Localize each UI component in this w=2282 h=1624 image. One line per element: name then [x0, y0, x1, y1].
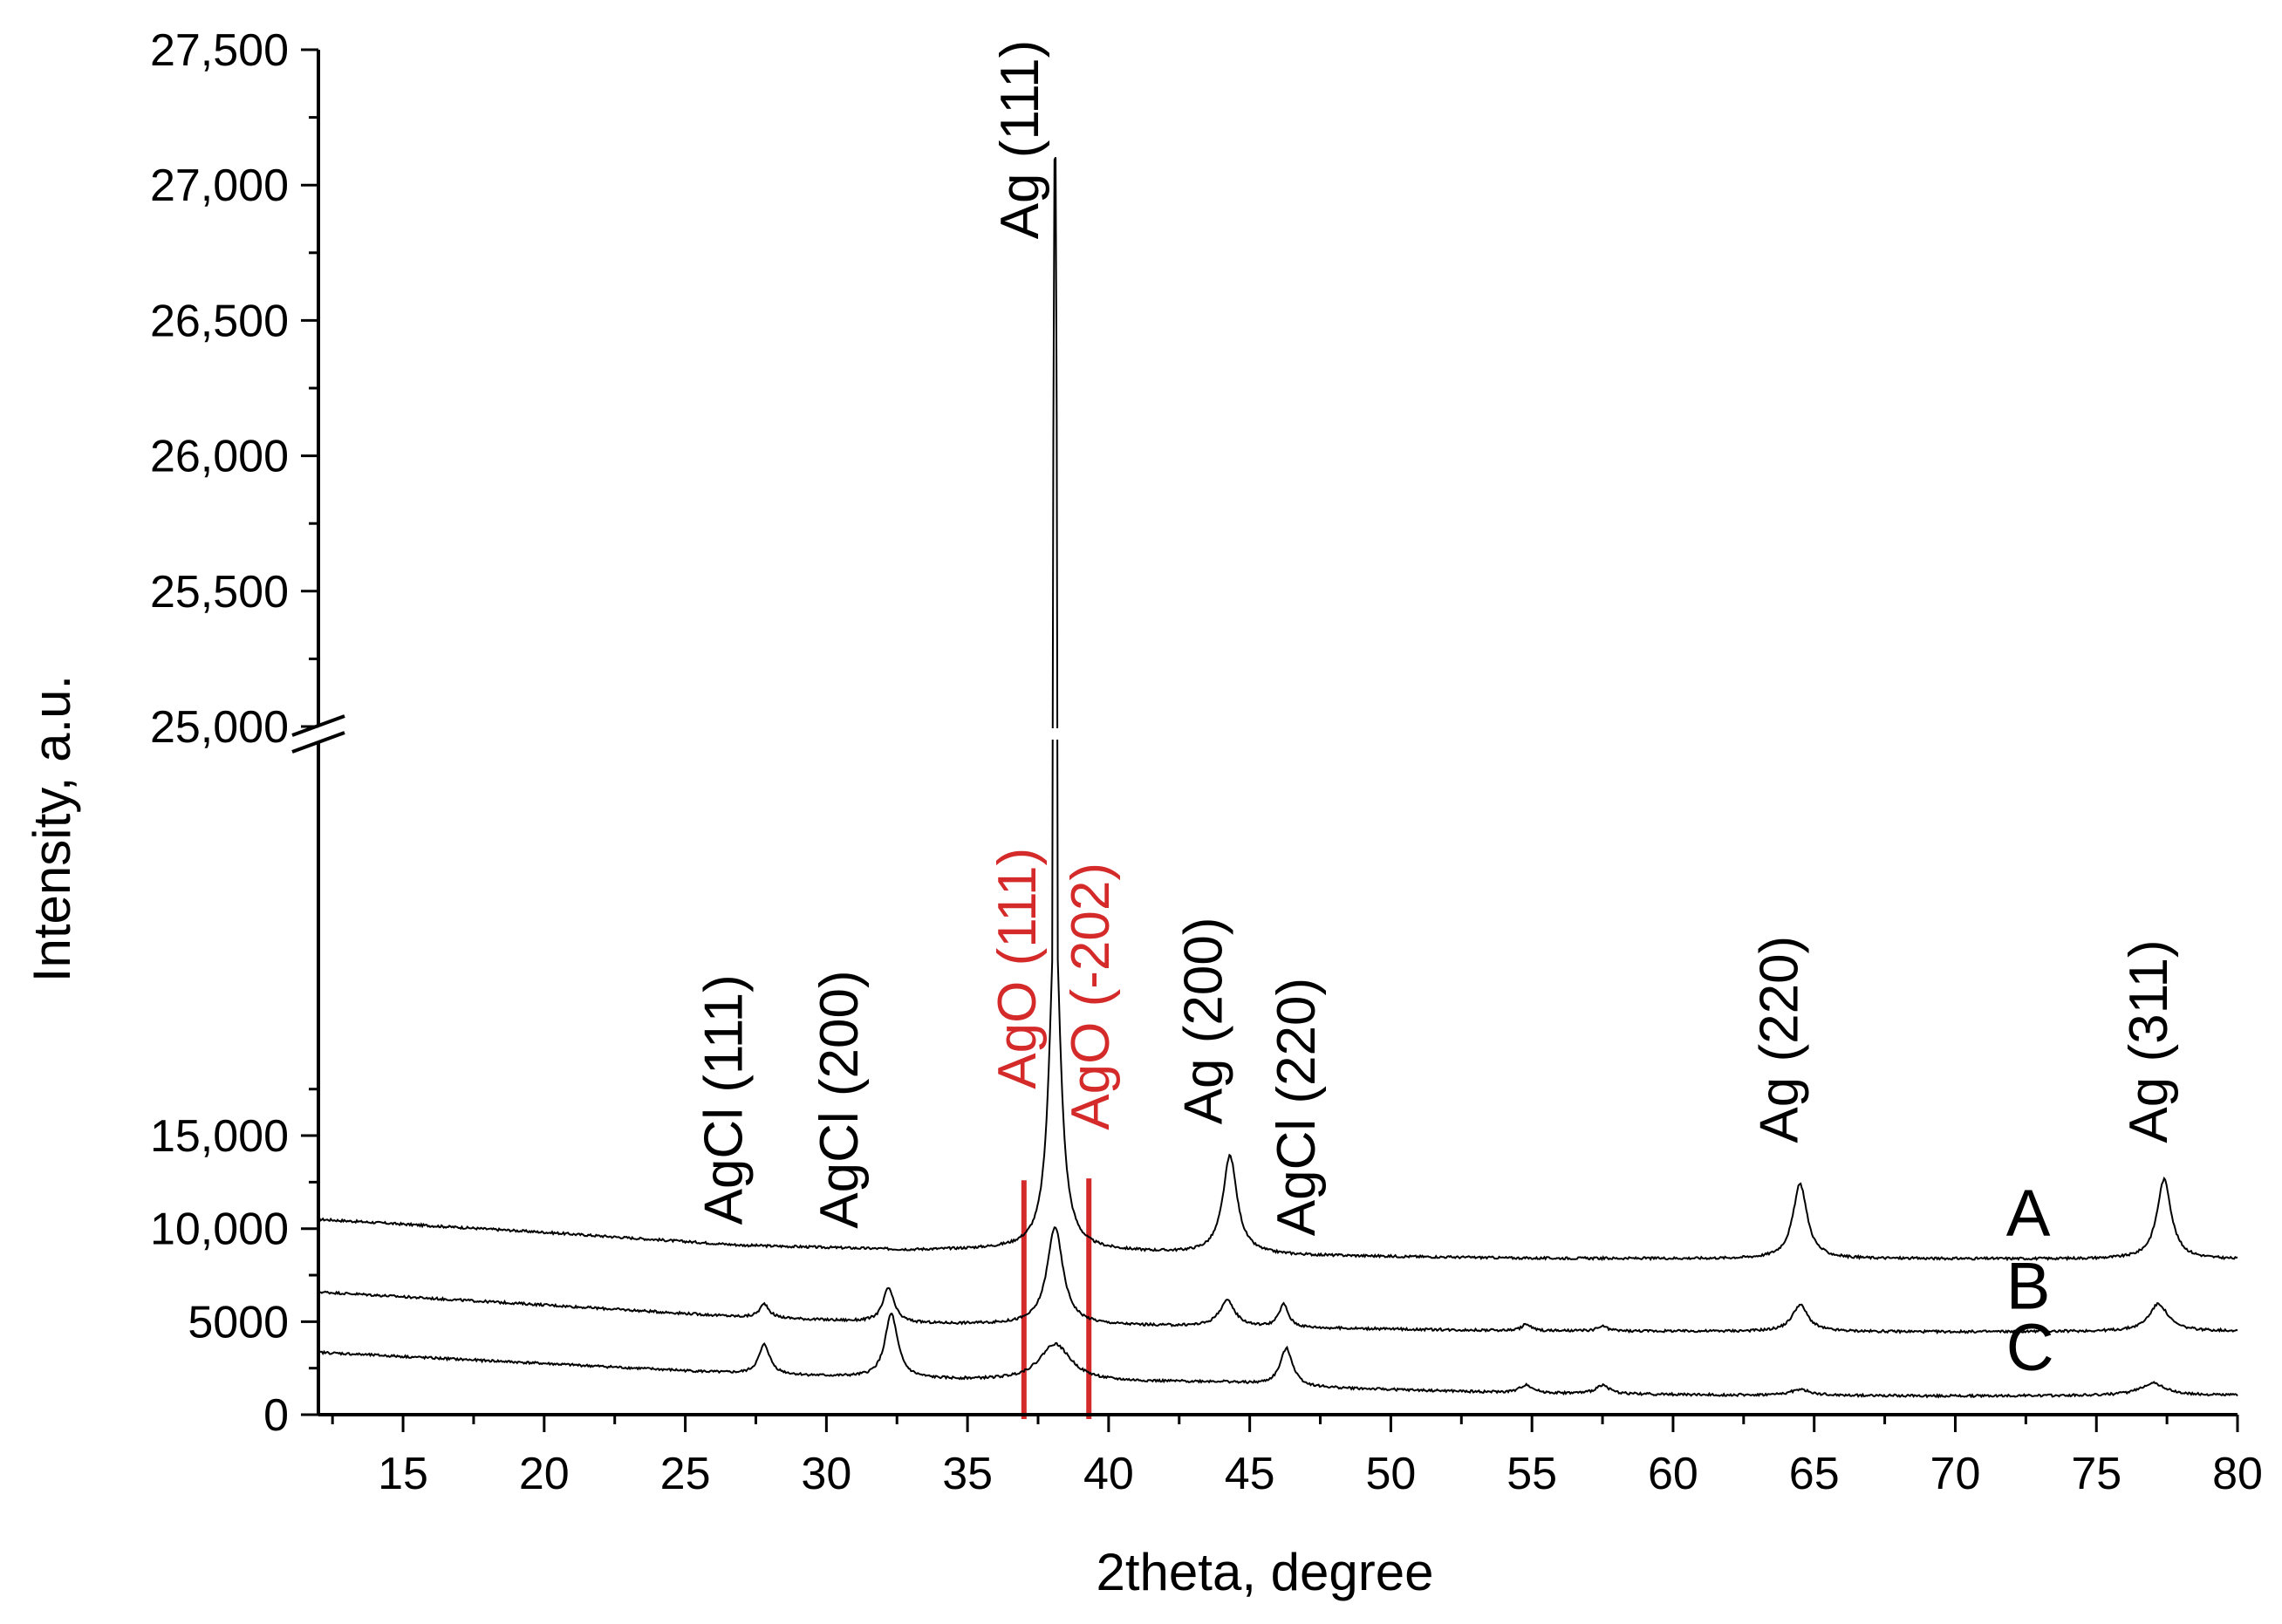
- x-tick-label: 45: [1225, 1449, 1275, 1499]
- series-label: A: [2006, 1177, 2051, 1251]
- y-axis-break-gap: [310, 728, 327, 740]
- peak-label: AgO (-202): [1061, 863, 1121, 1130]
- ticks: 15 20 25 30 35 40 45 50 55 60 65 70 75 80 0 5000 10,000 1…: [150, 25, 2263, 1499]
- y-tick-label: 15,000: [150, 1111, 289, 1162]
- x-tick-label: 15: [378, 1449, 428, 1499]
- x-axis-title: 2theta, degree: [1097, 1543, 1434, 1601]
- series-label: C: [2006, 1311, 2054, 1385]
- y-tick-label: 25,500: [150, 567, 289, 618]
- x-tick-label: 20: [519, 1449, 570, 1499]
- peak-label: AgCl (200): [810, 970, 870, 1228]
- x-tick-label: 35: [942, 1449, 993, 1499]
- x-tick-label: 50: [1365, 1449, 1416, 1499]
- x-tick-label: 70: [1930, 1449, 1981, 1499]
- series-line-B: [318, 1226, 2238, 1335]
- x-tick-label: 65: [1789, 1449, 1840, 1499]
- x-tick-label: 75: [2071, 1449, 2121, 1499]
- peak-label: AgCl (111): [693, 974, 754, 1225]
- series-line-A: [318, 156, 2238, 1262]
- y-tick-label: 26,500: [150, 296, 289, 346]
- y-tick-label: 25,000: [150, 702, 289, 753]
- x-tick-label: 80: [2212, 1449, 2263, 1499]
- peak-label: AgO (111): [987, 848, 1048, 1089]
- series-line-C: [318, 1313, 2238, 1399]
- y-axis-break-mark: [291, 731, 345, 754]
- y-tick-label: 27,500: [150, 25, 289, 76]
- peak-label: AgCl (220): [1267, 978, 1327, 1236]
- y-tick-label: 10,000: [150, 1204, 289, 1255]
- peak-label: Ag (311): [2119, 939, 2179, 1143]
- peak-label: Ag (220): [1749, 936, 1809, 1143]
- y-tick-label: 0: [263, 1390, 289, 1441]
- peak-annotations: Ag (111) AgO (111) AgO (-202) Ag (200) AgCl …: [693, 40, 2179, 1385]
- series-label: B: [2006, 1249, 2051, 1323]
- x-tick-label: 25: [660, 1449, 711, 1499]
- x-tick-label: 40: [1083, 1449, 1134, 1499]
- x-tick-label: 30: [801, 1449, 851, 1499]
- peak-break-gap: [1041, 728, 1069, 740]
- y-axis-title: Intensity, a.u.: [23, 675, 81, 982]
- x-tick-label: 60: [1648, 1449, 1698, 1499]
- x-tick-label: 55: [1507, 1449, 1557, 1499]
- peak-label: Ag (200): [1173, 917, 1233, 1124]
- peak-label: Ag (111): [990, 40, 1050, 240]
- y-tick-label: 26,000: [150, 432, 289, 482]
- y-tick-label: 5000: [188, 1297, 289, 1348]
- y-tick-label: 27,000: [150, 160, 289, 211]
- reference-lines: [1021, 1178, 1092, 1419]
- series-group: [318, 156, 2238, 1399]
